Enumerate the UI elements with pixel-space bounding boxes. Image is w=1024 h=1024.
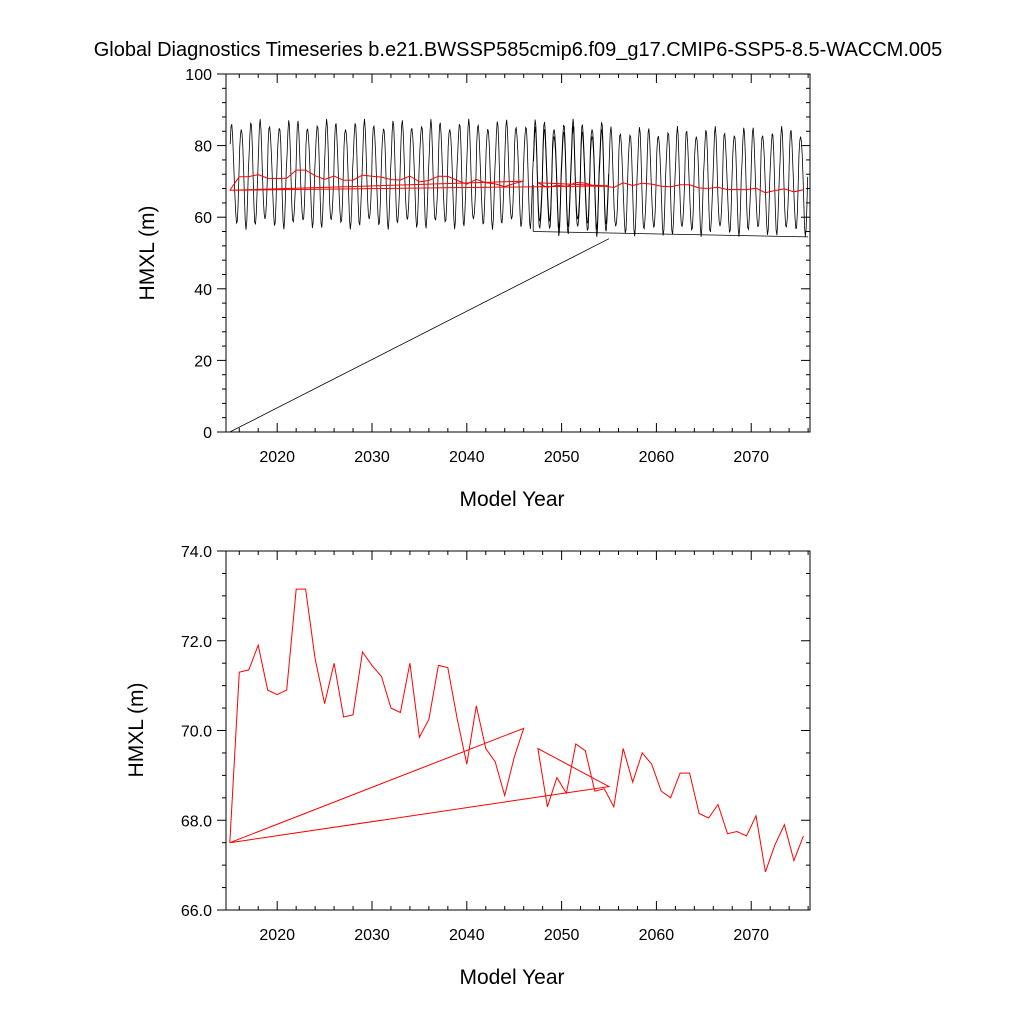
top-x-tick-label: 2070 — [733, 449, 769, 466]
bottom-y-tick-label: 72.0 — [181, 634, 212, 651]
bottom-plot-lines — [229, 588, 804, 873]
top-y-tick-label: 80 — [194, 139, 212, 156]
top-x-axis-label: Model Year — [459, 488, 564, 511]
top-y-tick-label: 100 — [185, 67, 212, 84]
top-plot-lines — [229, 118, 809, 432]
bottom-y-tick-label: 68.0 — [181, 813, 212, 830]
top-y-tick-label: 0 — [203, 425, 212, 442]
bottom-x-tick-label: 2070 — [733, 927, 769, 944]
top-x-tick-label: 2030 — [354, 449, 390, 466]
top-annual-mean-hmxl-line — [229, 169, 804, 194]
top-y-axis-label: HMXL (m) — [136, 206, 159, 301]
bottom-x-tick-label: 2060 — [639, 927, 675, 944]
top-x-tick-label: 2020 — [259, 449, 295, 466]
bottom-y-tick-label: 66.0 — [181, 903, 212, 920]
bottom-x-tick-label: 2030 — [354, 927, 390, 944]
bottom-panel: 2020 2030 2040 2050 2060 2070 66.0 68.0 70.0 72.0… — [125, 544, 811, 989]
top-monthly-hmxl-connector-2 — [533, 231, 809, 238]
top-x-tick-label: 2050 — [544, 449, 580, 466]
top-y-tick-label: 60 — [194, 210, 212, 227]
bottom-y-axis-label: HMXL (m) — [125, 683, 148, 778]
bottom-y-tick-label: 74.0 — [181, 544, 212, 561]
bottom-axis-ticks: 2020 2030 2040 2050 2060 2070 66.0 68.0 70.0 72.0… — [181, 544, 810, 944]
top-y-tick-label: 40 — [194, 282, 212, 299]
top-y-tick-label: 20 — [194, 353, 212, 370]
top-monthly-hmxl-segment-1 — [533, 125, 809, 237]
bottom-x-tick-label: 2020 — [259, 927, 295, 944]
top-plot-frame — [225, 73, 811, 433]
bottom-x-tick-label: 2040 — [449, 927, 485, 944]
bottom-x-axis-label: Model Year — [459, 966, 564, 989]
top-monthly-hmxl-connector-0 — [229, 238, 610, 432]
top-x-tick-label: 2040 — [449, 449, 485, 466]
figure-title: Global Diagnostics Timeseries b.e21.BWSS… — [94, 39, 943, 61]
bottom-y-tick-label: 70.0 — [181, 724, 212, 741]
bottom-annual-mean-hmxl-line — [229, 588, 804, 873]
bottom-x-tick-label: 2050 — [544, 927, 580, 944]
top-x-tick-label: 2060 — [639, 449, 675, 466]
